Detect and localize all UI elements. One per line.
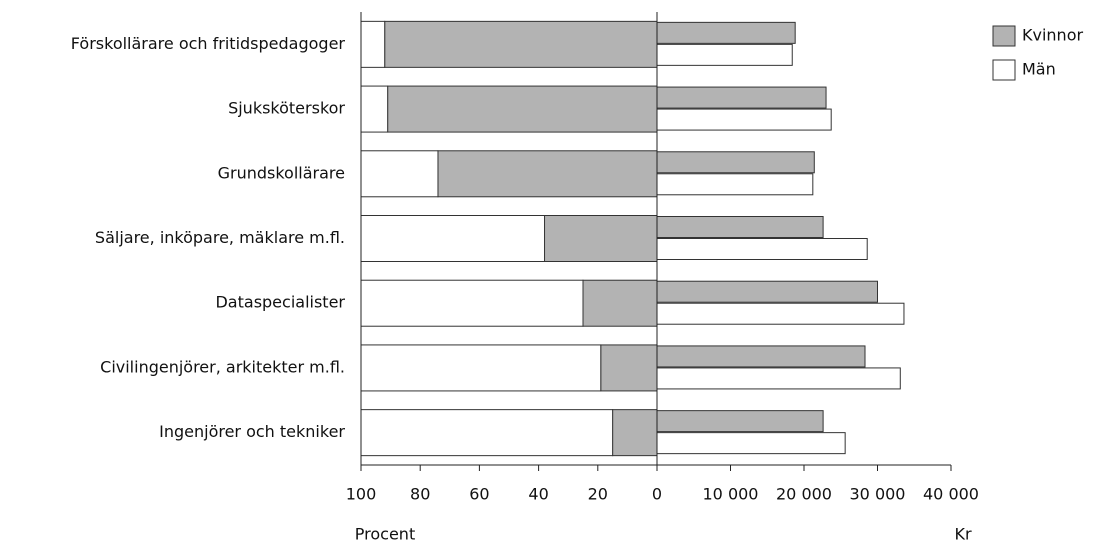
x-tick-label: 40 <box>528 485 548 504</box>
salary-bar <box>656 86 827 109</box>
legend-swatch <box>992 25 1016 47</box>
salary-bar <box>656 43 793 66</box>
category-label: Förskollärare och fritidspedagoger <box>71 34 346 53</box>
category-label: Civilingenjörer, arkitekter m.fl. <box>100 357 345 376</box>
category-label: Sjuksköterskor <box>228 99 345 118</box>
salary-bar <box>656 432 846 455</box>
category-label: Ingenjörer och tekniker <box>159 422 345 441</box>
share-bar <box>360 85 389 133</box>
salary-bar <box>656 410 824 433</box>
salary-bar <box>656 302 905 325</box>
share-bar <box>600 344 658 392</box>
legend-label: Män <box>1022 60 1056 79</box>
x-axis-label: Procent <box>355 525 415 544</box>
category-label: Dataspecialister <box>215 293 345 312</box>
share-bar <box>384 20 658 68</box>
share-bar <box>360 279 584 327</box>
x-tick-label: 20 <box>588 485 608 504</box>
legend-label: Kvinnor <box>1022 26 1083 45</box>
x2-tick-label: 20 000 <box>776 485 832 504</box>
category-label: Säljare, inköpare, mäklare m.fl. <box>95 228 345 247</box>
x-tick-label: 60 <box>469 485 489 504</box>
share-bar <box>612 409 658 457</box>
share-bar <box>360 344 602 392</box>
salary-bar <box>656 151 815 174</box>
legend-swatch <box>992 59 1016 81</box>
share-bar <box>437 150 658 198</box>
salary-bar <box>656 238 868 260</box>
share-bar <box>360 150 439 198</box>
salary-bar <box>656 108 832 131</box>
share-bar <box>544 215 658 262</box>
salary-bar <box>656 367 901 390</box>
share-bar <box>387 85 658 133</box>
x2-tick-label: 40 000 <box>923 485 979 504</box>
x-tick-label: 80 <box>410 485 430 504</box>
salary-bar <box>656 216 824 238</box>
salary-bar <box>656 173 814 196</box>
x-tick-label: 0 <box>652 485 662 504</box>
salary-bar <box>656 345 866 368</box>
category-label: Grundskollärare <box>218 163 345 182</box>
share-bar <box>582 279 658 327</box>
x2-tick-label: 10 000 <box>703 485 759 504</box>
x2-axis-label: Kr <box>954 525 971 544</box>
share-bar <box>360 20 386 68</box>
salary-bar <box>656 280 878 303</box>
x-tick-label: 100 <box>346 485 377 504</box>
share-bar <box>360 409 614 457</box>
share-bar <box>360 215 546 262</box>
salary-bar <box>656 21 796 44</box>
x2-tick-label: 30 000 <box>850 485 906 504</box>
